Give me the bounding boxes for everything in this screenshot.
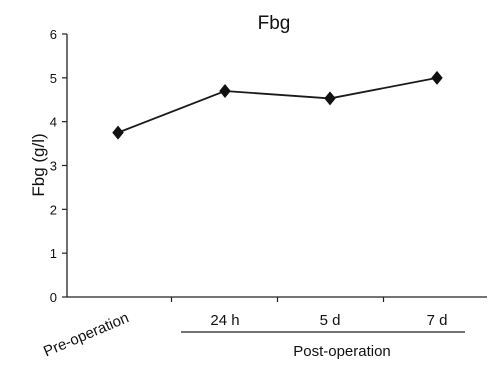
y-tick-label: 2 — [50, 202, 57, 217]
y-tick-label: 5 — [50, 71, 57, 86]
data-point-marker — [431, 70, 443, 85]
y-tick-label: 4 — [50, 115, 57, 130]
series-line — [117, 76, 438, 134]
y-ticks: 0 1 2 3 4 5 6 — [50, 27, 67, 305]
y-tick-label: 3 — [50, 159, 57, 174]
y-axis-label: Fbg (g/l) — [29, 133, 48, 196]
group-label-post-operation: Post-operation — [293, 343, 391, 360]
y-tick-label: 6 — [50, 27, 57, 42]
x-category-label: 5 d — [320, 312, 341, 329]
x-category-label: Pre-operation — [41, 309, 131, 360]
y-tick-label: 0 — [50, 290, 57, 305]
data-point-marker — [112, 125, 124, 140]
x-category-label: 24 h — [210, 312, 239, 329]
data-series — [112, 70, 443, 140]
chart-title: Fbg — [258, 13, 291, 34]
data-point-marker — [324, 91, 336, 106]
data-point-marker — [219, 83, 231, 98]
y-tick-label: 1 — [50, 246, 57, 261]
x-category-label: 7 d — [427, 312, 448, 329]
